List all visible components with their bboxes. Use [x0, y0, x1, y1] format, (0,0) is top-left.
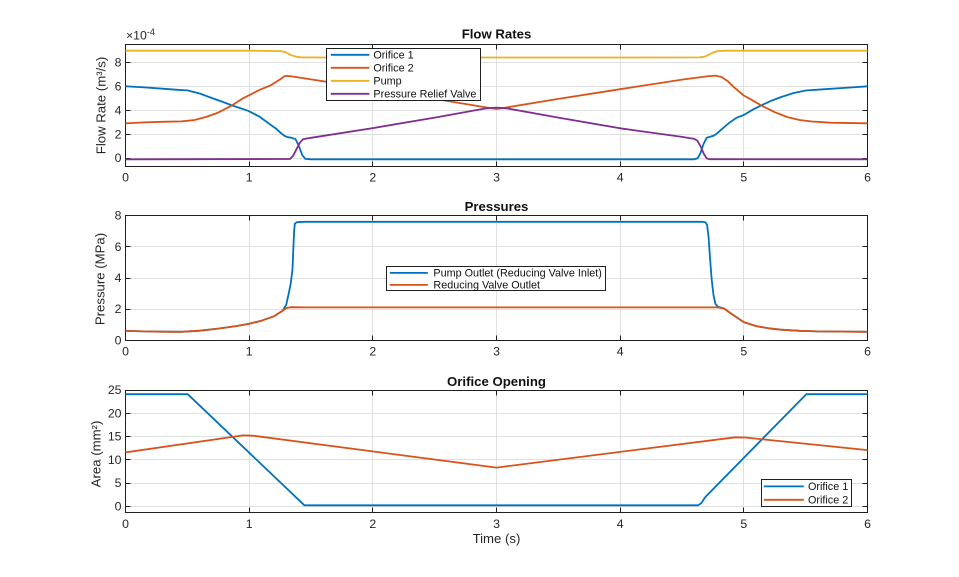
svg-text:20: 20	[108, 406, 122, 420]
svg-text:5: 5	[740, 170, 747, 184]
svg-text:1: 1	[246, 344, 253, 358]
svg-text:1: 1	[246, 170, 253, 184]
svg-text:Flow Rate (m³/s): Flow Rate (m³/s)	[94, 57, 109, 154]
svg-text:10: 10	[108, 453, 122, 467]
svg-text:Pump: Pump	[373, 75, 401, 87]
svg-text:5: 5	[740, 344, 747, 358]
svg-text:Flow Rates: Flow Rates	[462, 26, 532, 41]
svg-text:0: 0	[122, 517, 129, 531]
svg-text:Orifice Opening: Orifice Opening	[447, 374, 546, 389]
svg-text:Pressure (MPa): Pressure (MPa)	[93, 233, 108, 325]
svg-text:0: 0	[115, 334, 122, 348]
svg-text:2: 2	[369, 344, 376, 358]
svg-text:0: 0	[122, 170, 129, 184]
svg-text:Pump Outlet (Reducing Valve In: Pump Outlet (Reducing Valve Inlet)	[433, 267, 601, 279]
svg-text:4: 4	[617, 344, 624, 358]
svg-text:6: 6	[115, 80, 122, 94]
svg-text:2: 2	[115, 302, 122, 316]
svg-text:6: 6	[864, 517, 871, 531]
svg-text:0: 0	[122, 344, 129, 358]
svg-text:25: 25	[108, 383, 122, 397]
svg-text:4: 4	[617, 517, 624, 531]
svg-text:4: 4	[115, 271, 122, 285]
svg-text:6: 6	[864, 344, 871, 358]
svg-text:3: 3	[493, 517, 500, 531]
svg-text:1: 1	[246, 517, 253, 531]
svg-text:4: 4	[617, 170, 624, 184]
svg-text:15: 15	[108, 430, 122, 444]
svg-text:6: 6	[864, 170, 871, 184]
svg-text:Reducing Valve Outlet: Reducing Valve Outlet	[433, 279, 540, 291]
svg-text:4: 4	[115, 103, 122, 117]
svg-text:2: 2	[115, 127, 122, 141]
svg-text:Area (mm²): Area (mm²)	[89, 421, 104, 488]
svg-text:8: 8	[115, 209, 122, 223]
svg-text:8: 8	[115, 56, 122, 70]
svg-text:0: 0	[115, 500, 122, 514]
svg-text:5: 5	[115, 476, 122, 490]
svg-text:Pressures: Pressures	[465, 199, 529, 214]
svg-text:Orifice 2: Orifice 2	[373, 62, 413, 74]
svg-text:3: 3	[493, 344, 500, 358]
svg-text:Pressure Relief Valve: Pressure Relief Valve	[373, 88, 476, 100]
svg-text:2: 2	[369, 170, 376, 184]
svg-text:Orifice 1: Orifice 1	[808, 481, 848, 493]
svg-text:Time (s): Time (s)	[473, 531, 521, 546]
svg-text:Orifice 2: Orifice 2	[808, 494, 848, 506]
svg-text:5: 5	[740, 517, 747, 531]
svg-text:3: 3	[493, 170, 500, 184]
svg-text:2: 2	[369, 517, 376, 531]
svg-text:Orifice 1: Orifice 1	[373, 49, 413, 61]
svg-text:0: 0	[115, 151, 122, 165]
svg-text:6: 6	[115, 240, 122, 254]
